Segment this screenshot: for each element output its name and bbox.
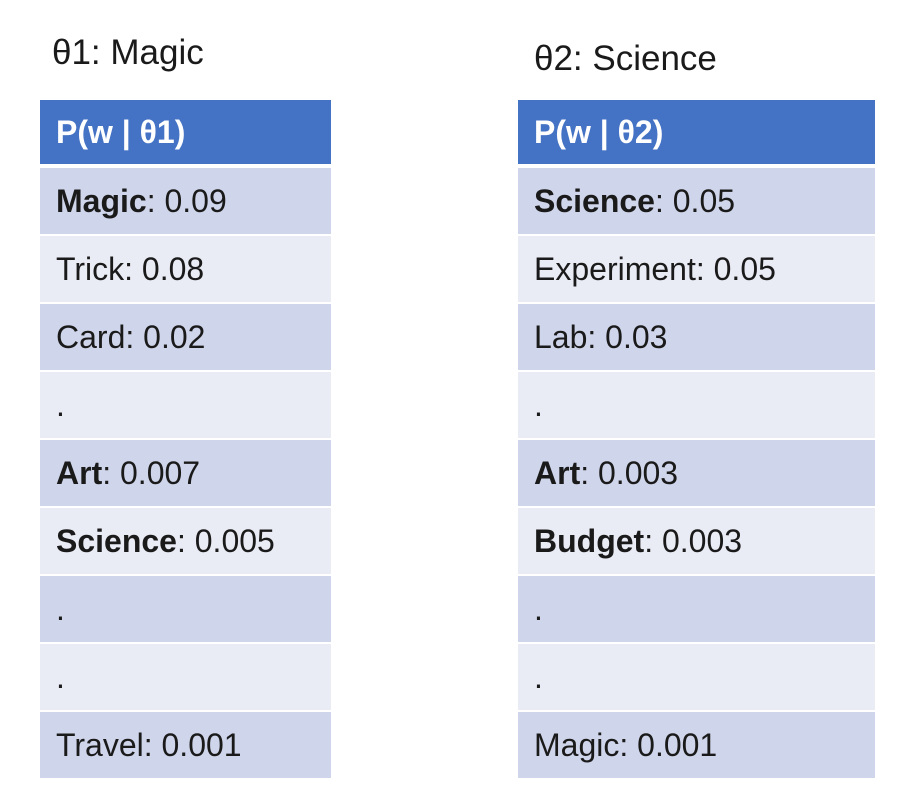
table-row: . <box>40 644 331 712</box>
table-row: Art: 0.003 <box>518 440 875 508</box>
table-row: Art: 0.007 <box>40 440 331 508</box>
term-value: : 0.001 <box>619 727 718 763</box>
term-value: : 0.003 <box>580 455 679 491</box>
term-value: : 0.05 <box>695 251 776 287</box>
term-value: : 0.007 <box>102 455 201 491</box>
table-header: P(w | θ2) <box>518 100 875 168</box>
word-distribution-table: P(w | θ2) Science: 0.05 Experiment: 0.05… <box>518 100 875 778</box>
term-value: : 0.005 <box>176 523 275 559</box>
term-value: : 0.001 <box>143 727 242 763</box>
ellipsis-dot: . <box>534 659 543 695</box>
table-row: Lab: 0.03 <box>518 304 875 372</box>
term-label: Lab <box>534 319 588 355</box>
table-row: . <box>518 644 875 712</box>
table-row: Card: 0.02 <box>40 304 331 372</box>
term-value: : 0.003 <box>644 523 743 559</box>
term-value: : 0.02 <box>125 319 206 355</box>
term-label: Science <box>56 523 177 559</box>
term-label: Art <box>56 455 103 491</box>
term-value: : 0.08 <box>124 251 205 287</box>
ellipsis-dot: . <box>56 591 65 627</box>
table-row: . <box>40 576 331 644</box>
table-row: . <box>518 576 875 644</box>
term-value: : 0.03 <box>587 319 668 355</box>
table-row: Trick: 0.08 <box>40 236 331 304</box>
term-label: Trick <box>56 251 125 287</box>
term-label: Experiment <box>534 251 696 287</box>
table-header: P(w | θ1) <box>40 100 331 168</box>
table-row: Travel: 0.001 <box>40 712 331 778</box>
term-label: Magic <box>56 183 147 219</box>
ellipsis-dot: . <box>56 387 65 423</box>
table-row: Experiment: 0.05 <box>518 236 875 304</box>
term-label: Budget <box>534 523 645 559</box>
topic-title: θ1: Magic <box>52 33 204 72</box>
table-row: Magic: 0.001 <box>518 712 875 778</box>
term-label: Science <box>534 183 655 219</box>
topic-title: θ2: Science <box>534 39 717 78</box>
term-label: Travel <box>56 727 144 763</box>
table-row: Science: 0.005 <box>40 508 331 576</box>
table-row: Budget: 0.003 <box>518 508 875 576</box>
ellipsis-dot: . <box>56 659 65 695</box>
term-value: : 0.05 <box>654 183 736 219</box>
table-row: . <box>40 372 331 440</box>
term-label: Magic <box>534 727 620 763</box>
ellipsis-dot: . <box>534 387 543 423</box>
term-value: : 0.09 <box>146 183 227 219</box>
word-distribution-table: P(w | θ1) Magic: 0.09 Trick: 0.08 Card: … <box>40 100 331 778</box>
ellipsis-dot: . <box>534 591 543 627</box>
table-row: Science: 0.05 <box>518 168 875 236</box>
term-label: Card <box>56 319 126 355</box>
table-row: . <box>518 372 875 440</box>
table-row: Magic: 0.09 <box>40 168 331 236</box>
term-label: Art <box>534 455 581 491</box>
